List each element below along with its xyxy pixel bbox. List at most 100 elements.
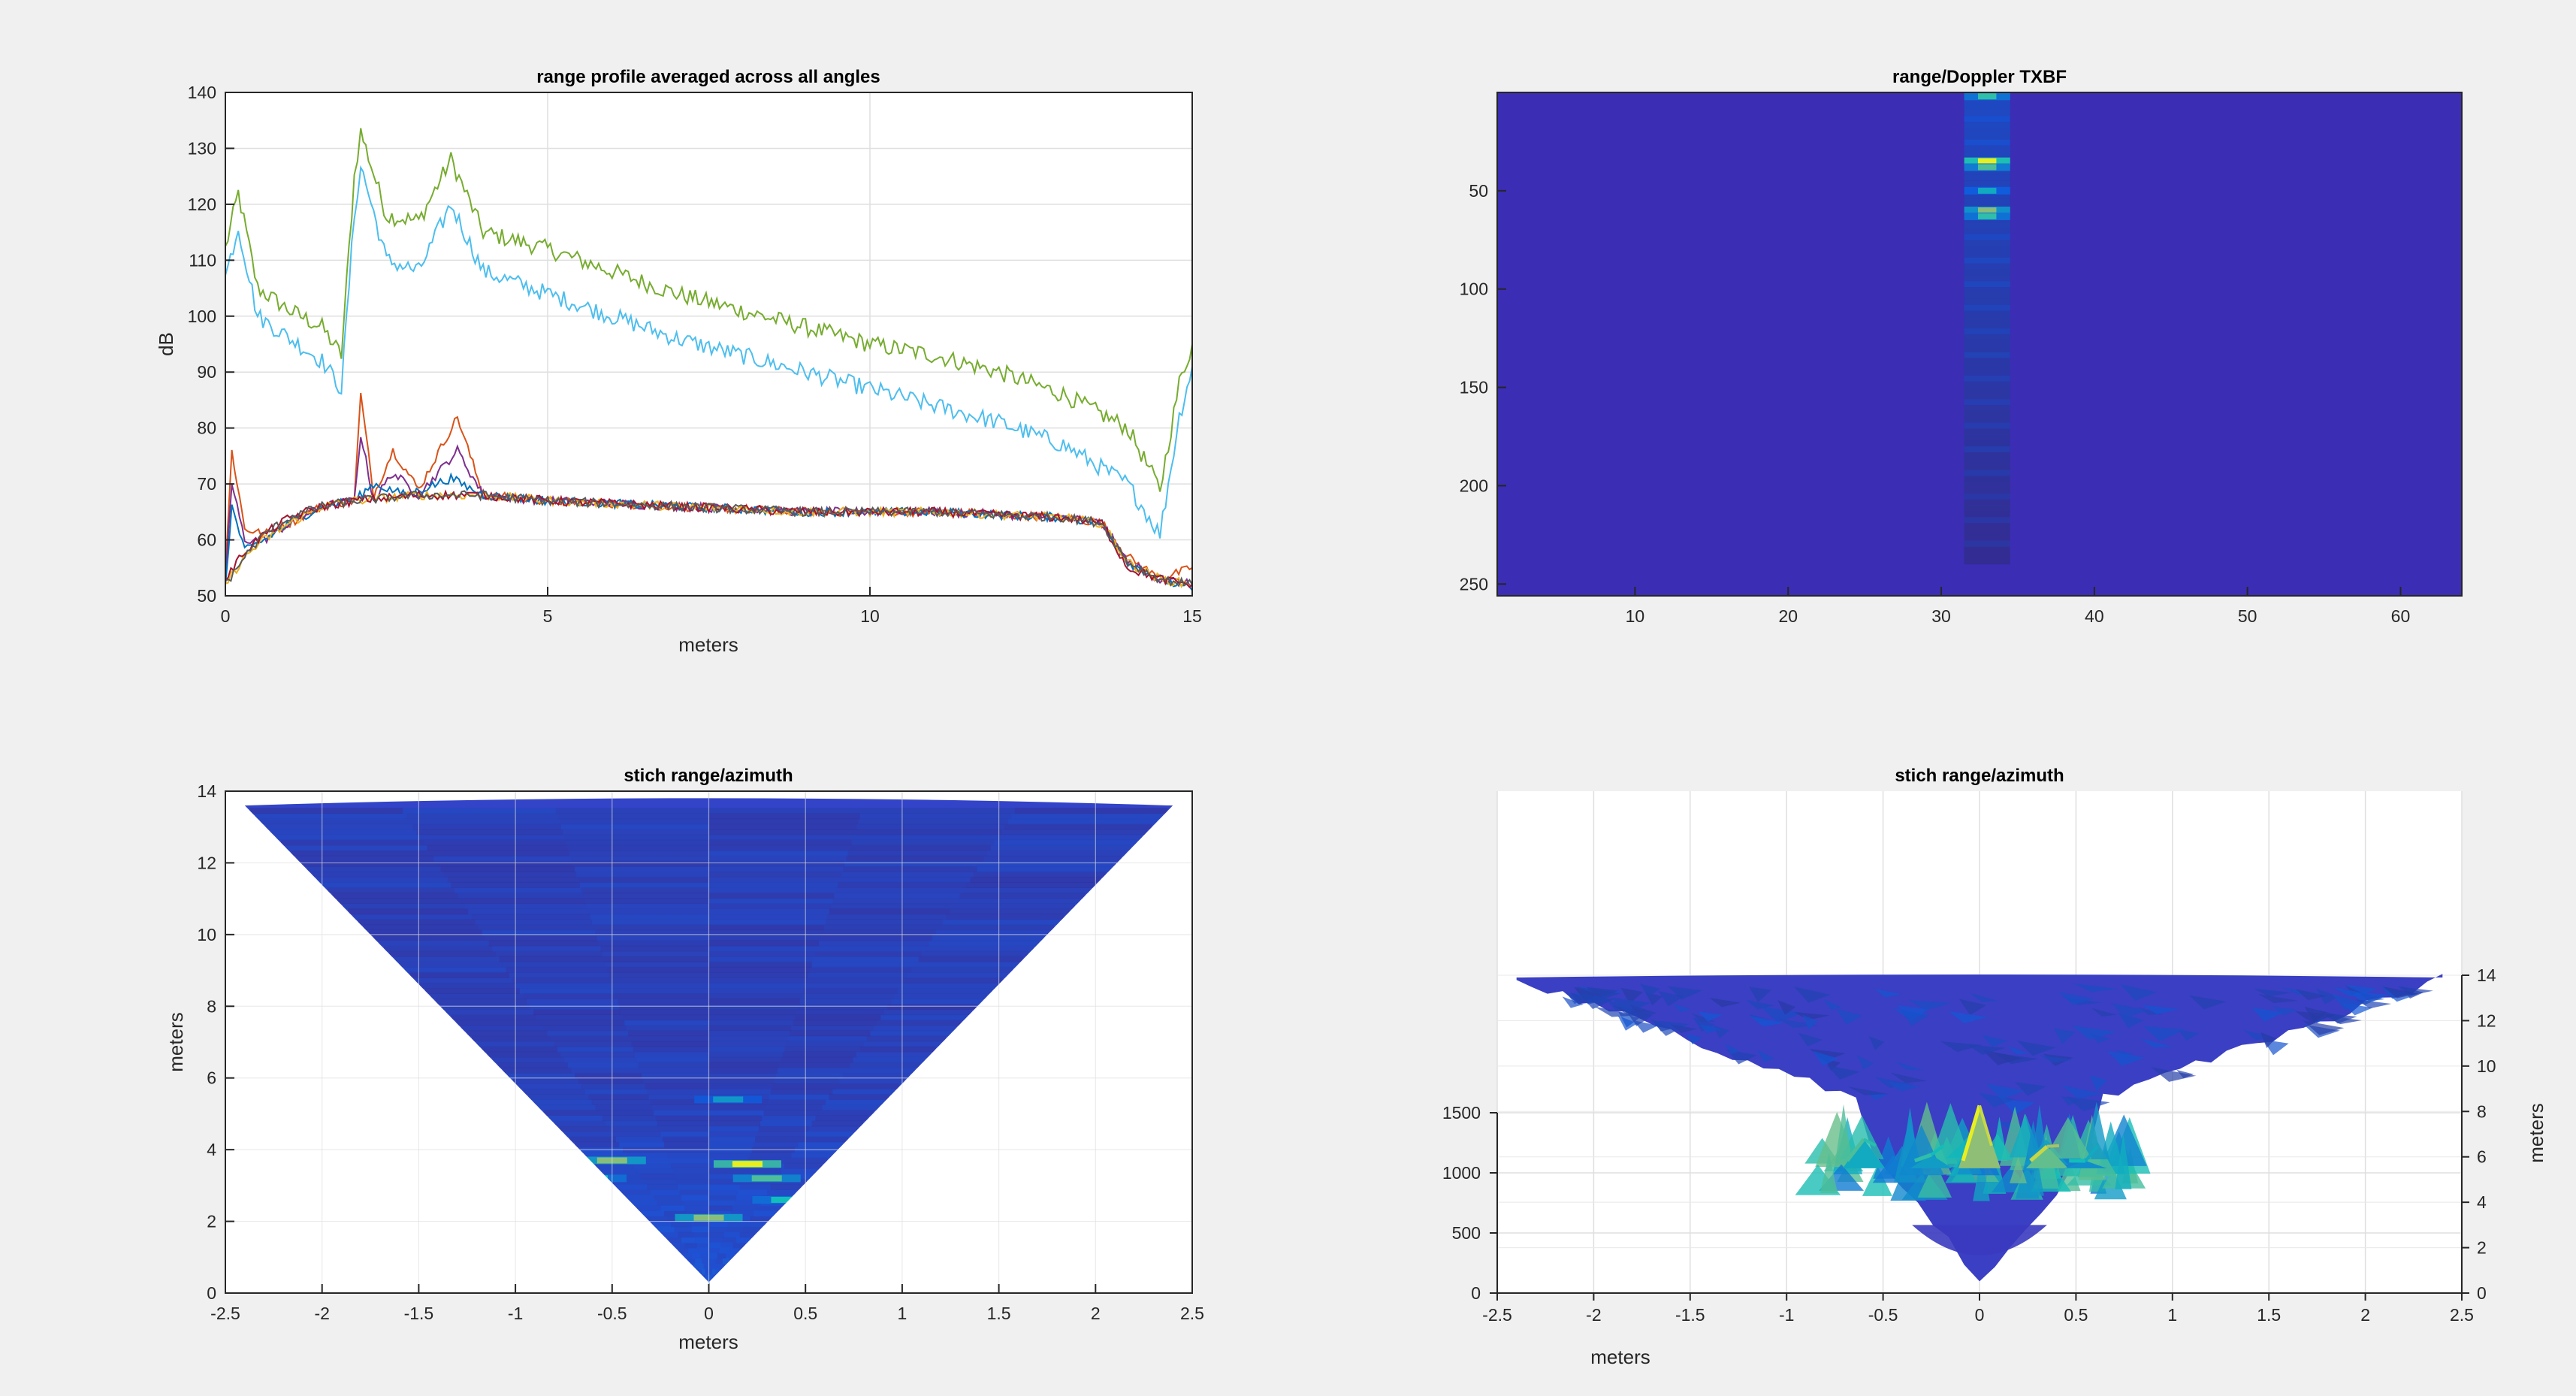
- wedge-cell: [662, 1136, 709, 1143]
- surface-peak-edge: [1961, 1104, 1982, 1162]
- wedge-cell: [409, 971, 510, 978]
- wedge-cell: [595, 1162, 633, 1169]
- heatmap-cell: [1964, 464, 2010, 470]
- surface-facet: [1874, 989, 1902, 998]
- heatmap-cell: [1964, 145, 2010, 152]
- heatmap-cell: [1964, 546, 2010, 553]
- x-tick-label: 0: [704, 1304, 714, 1323]
- wedge-cell: [612, 982, 709, 989]
- wedge-cell: [672, 1242, 685, 1249]
- surface-facet: [1658, 991, 1684, 1007]
- wedge-cell: [691, 1226, 709, 1233]
- wedge-cell: [660, 1131, 709, 1138]
- surface-facet: [1625, 1010, 1653, 1026]
- wedge-cell: [702, 1268, 705, 1275]
- wedge-cell: [700, 1252, 709, 1259]
- wedge-cell: [650, 1189, 680, 1195]
- wedge-cell: [664, 1210, 687, 1217]
- wedge-cell: [708, 1226, 726, 1233]
- wedge-cell: [717, 1252, 726, 1259]
- wedge-cell: [296, 855, 434, 862]
- wedge-cell: [612, 1131, 661, 1138]
- wedge-cell: [630, 1035, 709, 1042]
- wedge-cell: [708, 1115, 763, 1122]
- wedge-cell: [595, 929, 709, 936]
- heatmap-cell: [1964, 169, 2010, 175]
- wedge-cell: [708, 898, 833, 905]
- surface-facet: [2091, 1008, 2117, 1017]
- heatmap-cell: [1964, 128, 2010, 134]
- heatmap-cell: [1964, 298, 2010, 305]
- wedge-cell: [925, 945, 1034, 952]
- wedge-cell: [708, 966, 811, 973]
- ticks: 10 20 30 40 50 60 50 100 150 200 250: [1460, 181, 2411, 626]
- wedge-cell: [874, 1025, 956, 1032]
- wedge-cell: [708, 876, 840, 883]
- wedge-cell: [851, 839, 995, 846]
- wedge-cell: [790, 1030, 871, 1037]
- x-axis-label: meters: [678, 1331, 738, 1353]
- surface-facet: [1699, 1024, 1719, 1034]
- wedge-cell: [794, 1014, 881, 1021]
- surface-facet: [1868, 1036, 1885, 1050]
- range-profile-panel: 0 5 10 15 50 60 70 80 90 100 110 120 130 140 range pr…: [155, 67, 1202, 656]
- heatmap-cell: [1964, 340, 2010, 346]
- surface-facet: [2115, 1050, 2134, 1058]
- wedge-cell: [708, 871, 841, 878]
- surface-facet: [1794, 1012, 1830, 1020]
- wedge-cell: [301, 860, 437, 867]
- surface-facet: [2178, 1029, 2199, 1041]
- wedge-cell: [578, 1077, 644, 1084]
- wedge-cell: [611, 977, 709, 984]
- surface-facet: [2331, 994, 2366, 1011]
- wedge-cell: [645, 1083, 709, 1089]
- wedge-cell: [715, 1258, 723, 1265]
- wedge-cell: [633, 1162, 672, 1169]
- wedge-cell: [627, 1030, 709, 1037]
- wedge-cell: [571, 1067, 640, 1074]
- surface-facet: [1967, 1044, 2006, 1055]
- heatmap-cell: [1964, 470, 2010, 476]
- heatmap-cell: [1964, 517, 2010, 524]
- wedge-cell: [708, 1030, 790, 1037]
- wedge-cell: [712, 1268, 716, 1275]
- wedge-cell: [607, 966, 709, 973]
- surface-facet: [2257, 993, 2298, 1003]
- surface-peak: [1842, 1139, 1885, 1168]
- wedge-cell: [275, 834, 421, 841]
- wedge-cell: [787, 1157, 828, 1164]
- wedge-cell: [862, 808, 1015, 814]
- wedge-cell: [599, 1110, 654, 1116]
- heatmap-cell: [1964, 558, 2010, 565]
- wedge-cell: [739, 1231, 756, 1238]
- heatmap-cell: [1964, 523, 2010, 530]
- x-tick-label: 10: [860, 606, 880, 626]
- wedge-cell: [815, 950, 923, 957]
- wedge-cell: [430, 993, 524, 999]
- wedge-cell: [557, 1046, 633, 1053]
- heatmap-cell: [1964, 222, 2010, 228]
- heatmap-cell: [1964, 139, 2010, 146]
- heatmap-cell: [1964, 292, 2010, 299]
- wedge-cell: [576, 871, 709, 878]
- wedge-cell: [708, 1110, 764, 1116]
- surface-facet: [1970, 993, 1999, 1002]
- wedge-cell: [708, 956, 814, 962]
- wedge-cell: [708, 1025, 792, 1032]
- heatmap-cell: [1964, 405, 2010, 411]
- wedge-cell: [679, 1189, 709, 1195]
- wedge-cell: [424, 987, 520, 994]
- wedge-cell: [787, 1035, 867, 1042]
- heatmap-cell: [1964, 358, 2010, 364]
- wedge-cell: [894, 993, 988, 999]
- surface-facet: [1973, 1153, 1990, 1201]
- wedge-cell: [823, 924, 940, 931]
- heatmap-cell: [1964, 540, 2010, 547]
- wedge-cell: [705, 1274, 708, 1280]
- wedge-cell: [719, 1263, 725, 1270]
- wedge-cell: [681, 1237, 696, 1243]
- wedge-cell: [636, 1204, 661, 1211]
- wedge-cell: [883, 1009, 972, 1016]
- series-line: [225, 128, 1192, 492]
- x-tick-label: 5: [543, 606, 553, 626]
